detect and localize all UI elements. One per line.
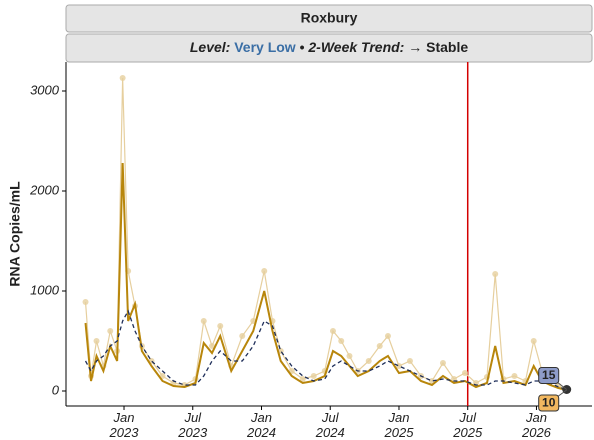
end-label-box xyxy=(538,394,560,412)
chart-title: Roxbury xyxy=(301,10,358,26)
end-label: 15 xyxy=(542,368,556,382)
title-strip xyxy=(65,4,593,33)
trend: → Stable xyxy=(408,39,468,55)
data-point xyxy=(200,318,207,324)
data-point xyxy=(217,323,224,329)
end-label-box xyxy=(538,367,560,384)
x-tick-label: Jan 2023 xyxy=(109,410,140,440)
data-point xyxy=(376,343,383,349)
y-axis-label: RNA Copies/mL xyxy=(7,181,23,287)
data-point xyxy=(384,333,391,339)
subtitle-strip xyxy=(65,33,593,63)
trend-label: 2-Week Trend: xyxy=(307,39,404,55)
separator: • xyxy=(300,39,305,55)
x-tick-label: Jan 2026 xyxy=(521,410,552,440)
x-tick-label: Jan 2025 xyxy=(384,410,415,440)
level-label: Level: xyxy=(190,39,230,55)
subtitle: Level: Very Low • 2-Week Trend: → Stable xyxy=(190,39,468,55)
y-tick-label: 3000 xyxy=(30,82,60,97)
data-point xyxy=(406,358,413,364)
data-point xyxy=(511,373,518,379)
data-point xyxy=(365,358,372,364)
data-point xyxy=(310,373,317,379)
level: Very Low xyxy=(234,39,296,55)
data-point xyxy=(93,338,100,344)
x-tick-label: Jul 2024 xyxy=(315,410,345,440)
x-tick-label: Jan 2024 xyxy=(246,410,276,440)
series-line xyxy=(84,309,567,391)
data-point xyxy=(395,363,402,369)
data-point xyxy=(299,376,306,382)
data-point xyxy=(329,328,336,334)
data-point xyxy=(530,338,537,344)
data-point xyxy=(82,299,89,305)
x-tick-label: Jul 2025 xyxy=(452,410,483,440)
data-point xyxy=(338,338,345,344)
end-label: 10 xyxy=(542,396,556,410)
data-point xyxy=(209,343,216,349)
data-point xyxy=(461,370,468,376)
series-line xyxy=(84,77,567,391)
data-point xyxy=(261,268,268,274)
data-point xyxy=(346,353,353,359)
data-point xyxy=(439,360,446,366)
y-tick-label: 1000 xyxy=(30,282,60,297)
data-point xyxy=(239,333,246,339)
y-tick-label: 2000 xyxy=(29,182,60,197)
data-point xyxy=(107,328,114,334)
data-point xyxy=(492,271,499,277)
y-tick-label: 0 xyxy=(52,382,60,397)
data-point xyxy=(119,75,126,81)
x-tick-label: Jul 2023 xyxy=(177,410,208,440)
